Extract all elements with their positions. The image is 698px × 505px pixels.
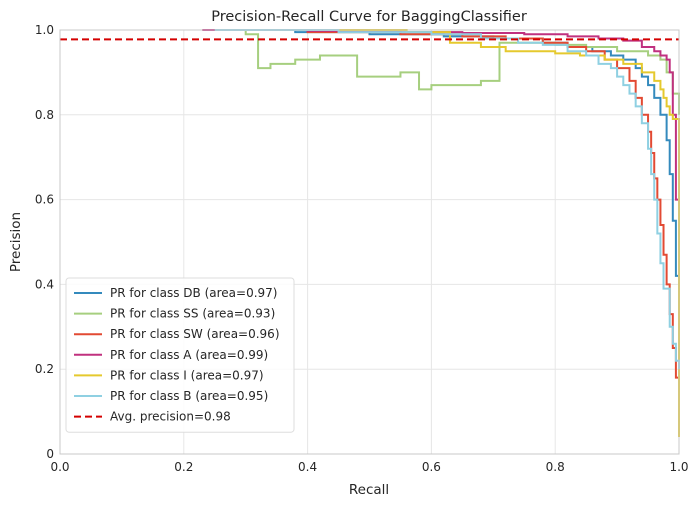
series-line-3 xyxy=(202,29,680,353)
x-tick-label: 0.8 xyxy=(546,460,565,474)
legend-entry: Avg. precision=0.98 xyxy=(110,410,231,424)
x-tick-label: 0.2 xyxy=(174,460,193,474)
y-axis-label: Precision xyxy=(8,212,24,272)
x-tick-label: 1.0 xyxy=(669,460,688,474)
y-tick-label: 0.8 xyxy=(35,108,54,122)
legend-entry: PR for class SW (area=0.96) xyxy=(110,327,280,341)
series-line-4 xyxy=(338,29,680,438)
series-line-1 xyxy=(202,29,680,115)
series-line-5 xyxy=(214,29,680,370)
legend-entry: PR for class DB (area=0.97) xyxy=(110,286,278,300)
chart-title: Precision-Recall Curve for BaggingClassi… xyxy=(211,9,527,25)
series-line-0 xyxy=(233,29,680,327)
x-tick-label: 0.4 xyxy=(298,460,317,474)
legend-entry: PR for class SS (area=0.93) xyxy=(110,307,275,321)
x-tick-label: 0.0 xyxy=(50,460,69,474)
y-tick-label: 0.6 xyxy=(35,193,54,207)
legend: PR for class DB (area=0.97) PR for class … xyxy=(65,277,295,433)
y-tick-label: 0.4 xyxy=(35,277,54,291)
plot-frame xyxy=(59,29,680,455)
y-tick-label: 0 xyxy=(46,447,54,461)
y-tick-label: 1.0 xyxy=(35,23,54,37)
legend-box xyxy=(65,277,295,433)
legend-entry: PR for class I (area=0.97) xyxy=(110,368,264,382)
legend-entry: PR for class B (area=0.95) xyxy=(110,389,268,403)
tick-labels: 0.0 0.2 0.4 0.6 0.8 1.0 0 0.2 0.4 0.6 0.8 1.0 xyxy=(35,23,689,474)
x-tick-label: 0.6 xyxy=(422,460,441,474)
y-tick-label: 0.2 xyxy=(35,362,54,376)
legend-entry: PR for class A (area=0.99) xyxy=(110,348,268,362)
x-axis-label: Recall xyxy=(349,482,389,498)
series-layer xyxy=(60,29,680,438)
